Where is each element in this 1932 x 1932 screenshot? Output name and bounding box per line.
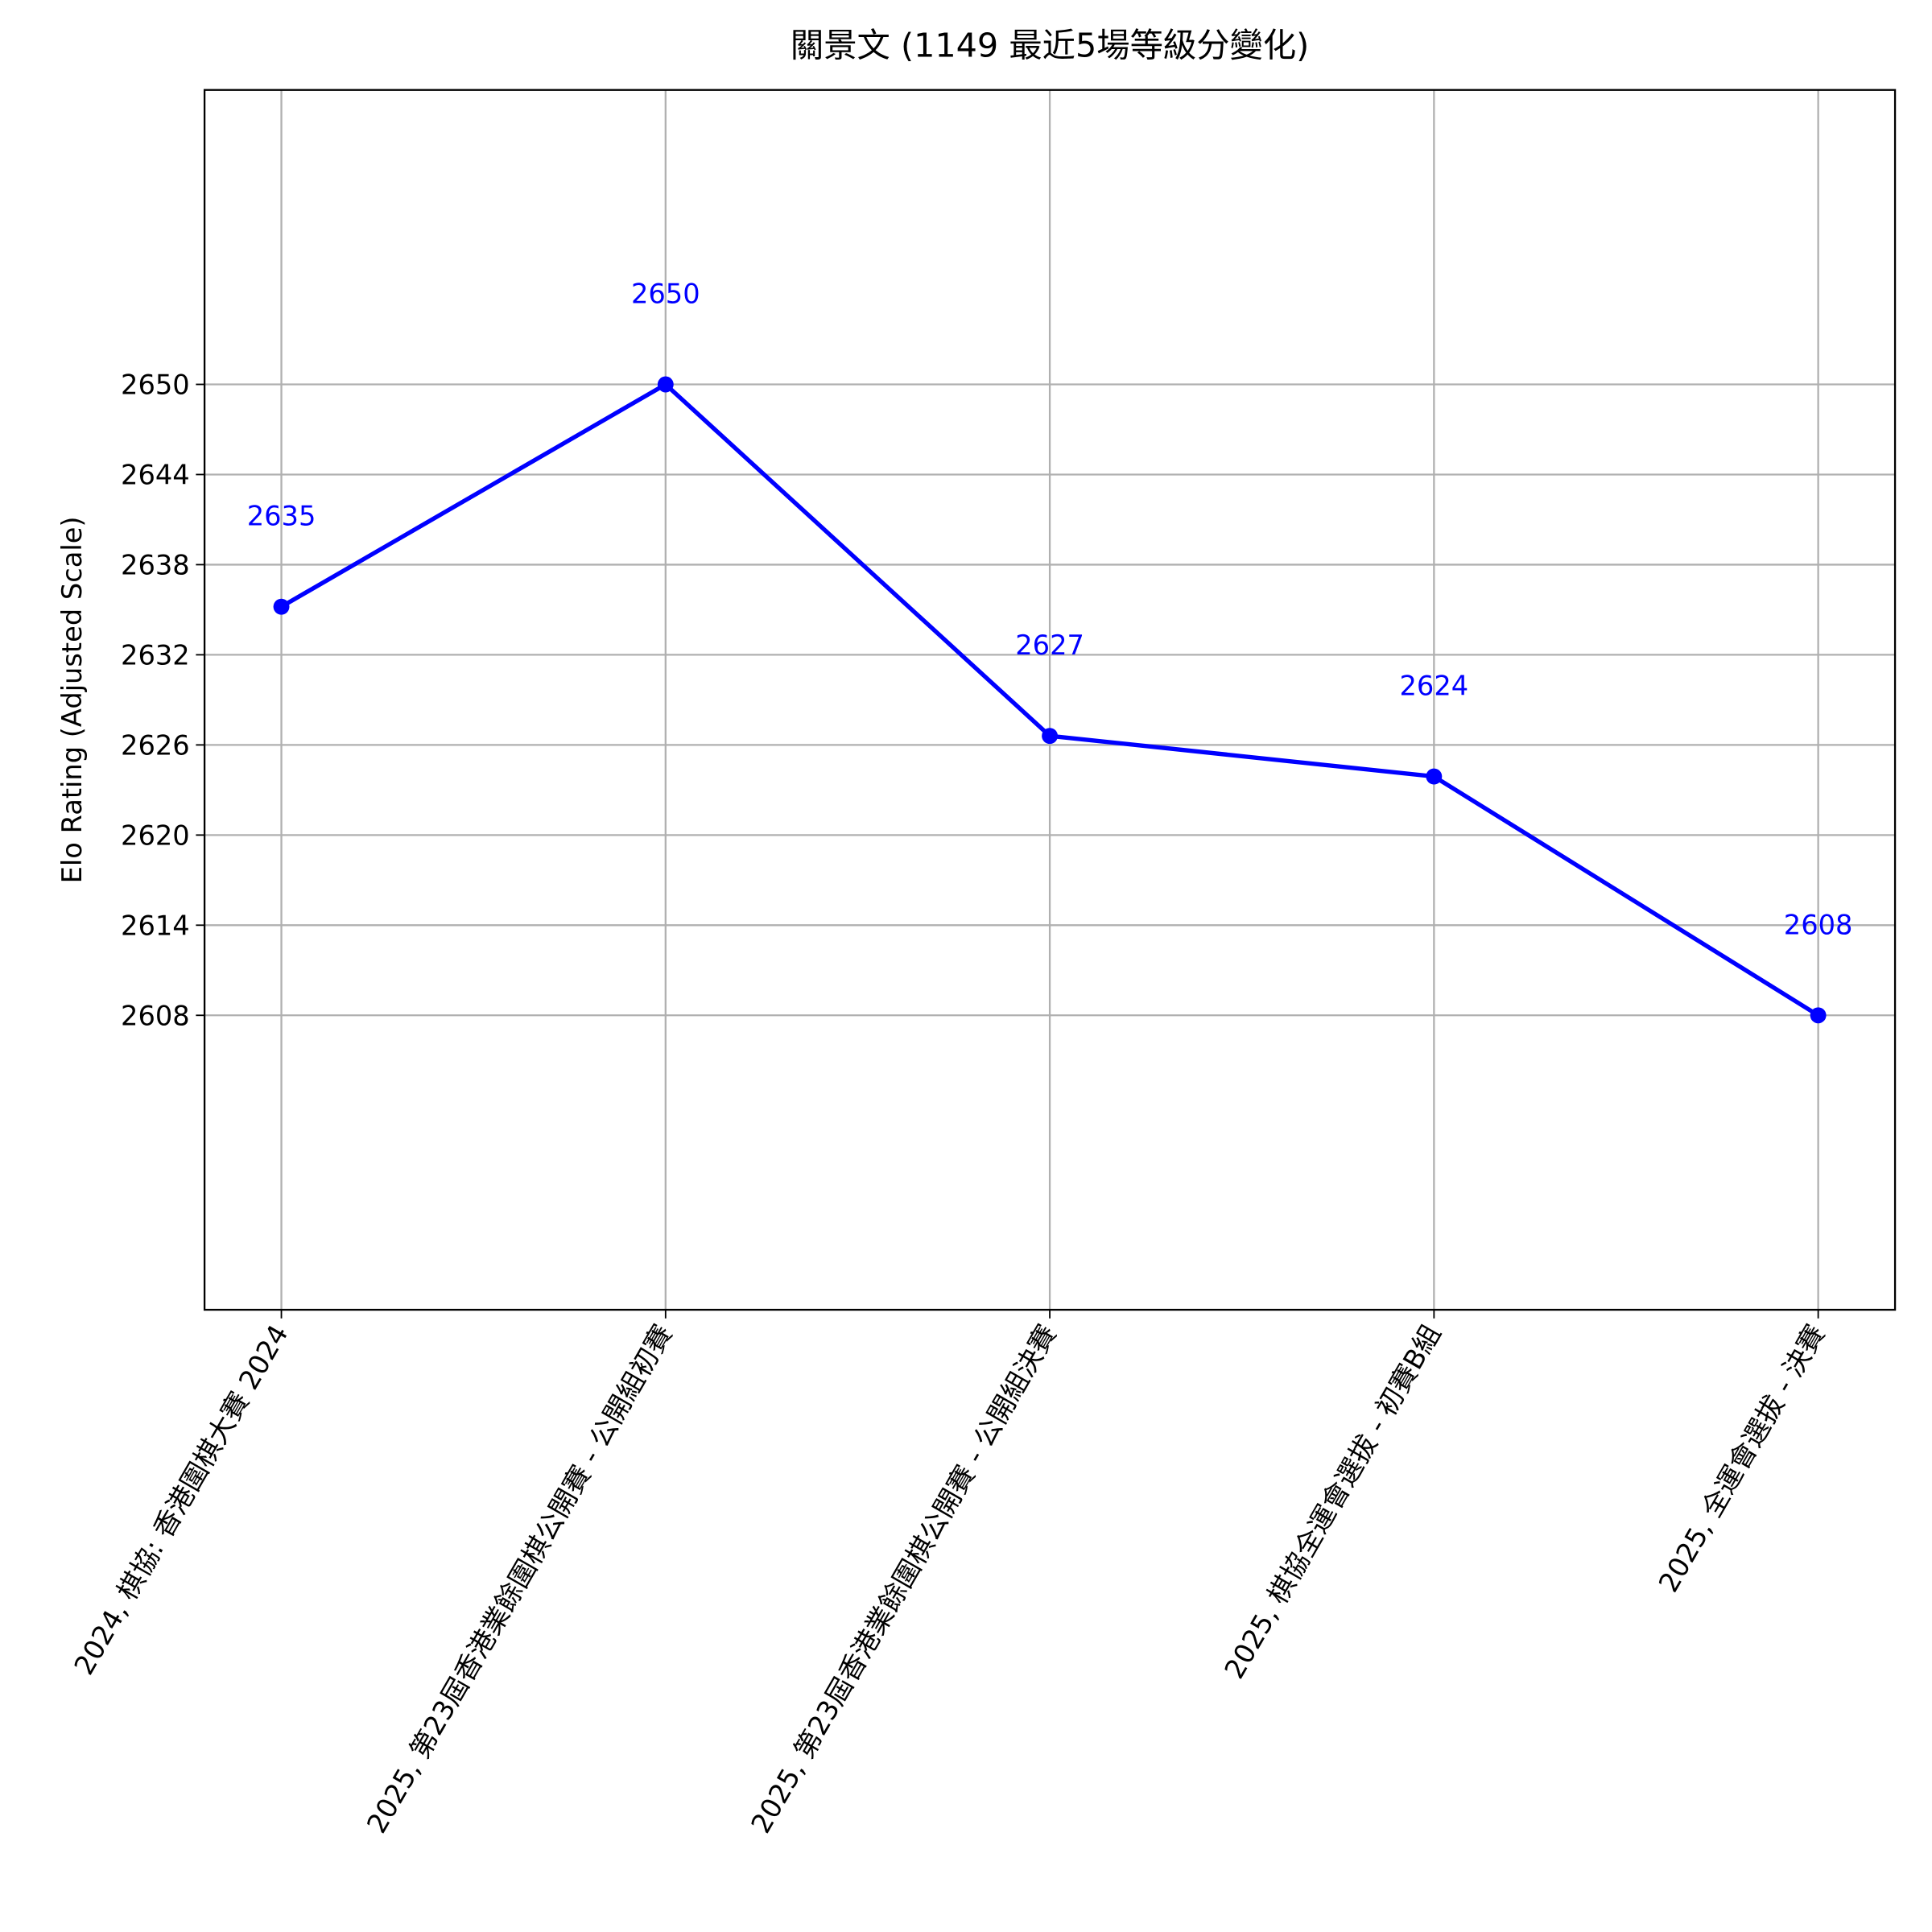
value-label: 2608	[1784, 909, 1853, 940]
value-label: 2635	[247, 501, 316, 532]
x-tick-label: 2024, 棋協: 香港圍棋大賽 2024	[68, 1319, 295, 1680]
value-label: 2627	[1015, 630, 1084, 661]
y-tick-label: 2632	[121, 640, 190, 671]
x-tick-label: 2025, 全運會選拔 - 決賽	[1653, 1319, 1831, 1597]
y-tick-label: 2608	[121, 1001, 190, 1032]
y-tick-label: 2638	[121, 550, 190, 581]
point	[1042, 728, 1059, 745]
y-tick-label: 2644	[121, 460, 190, 491]
x-tick-label: 2025, 棋協全運會選拔 - 初賽B組	[1219, 1319, 1447, 1684]
y-tick-label: 2650	[121, 369, 190, 401]
y-tick-label: 2614	[121, 910, 190, 942]
point	[273, 598, 290, 615]
x-tick-label: 2025, 第23屆香港業餘圍棋公開賽 - 公開組初賽	[361, 1319, 679, 1839]
chart-title: 關景文 (1149 最近5場等級分變化)	[791, 26, 1309, 64]
y-axis-label: Elo Rating (Adjusted Scale)	[56, 516, 88, 883]
y-tick-label: 2620	[121, 820, 190, 852]
plot-frame	[203, 89, 1897, 1311]
value-label: 2650	[631, 278, 700, 309]
value-label: 2624	[1400, 671, 1469, 702]
point	[1810, 1007, 1827, 1024]
point	[657, 376, 674, 393]
x-tick-label: 2025, 第23屆香港業餘圍棋公開賽 - 公開組決賽	[745, 1319, 1063, 1839]
point	[1426, 768, 1443, 785]
y-tick-label: 2626	[121, 730, 190, 762]
